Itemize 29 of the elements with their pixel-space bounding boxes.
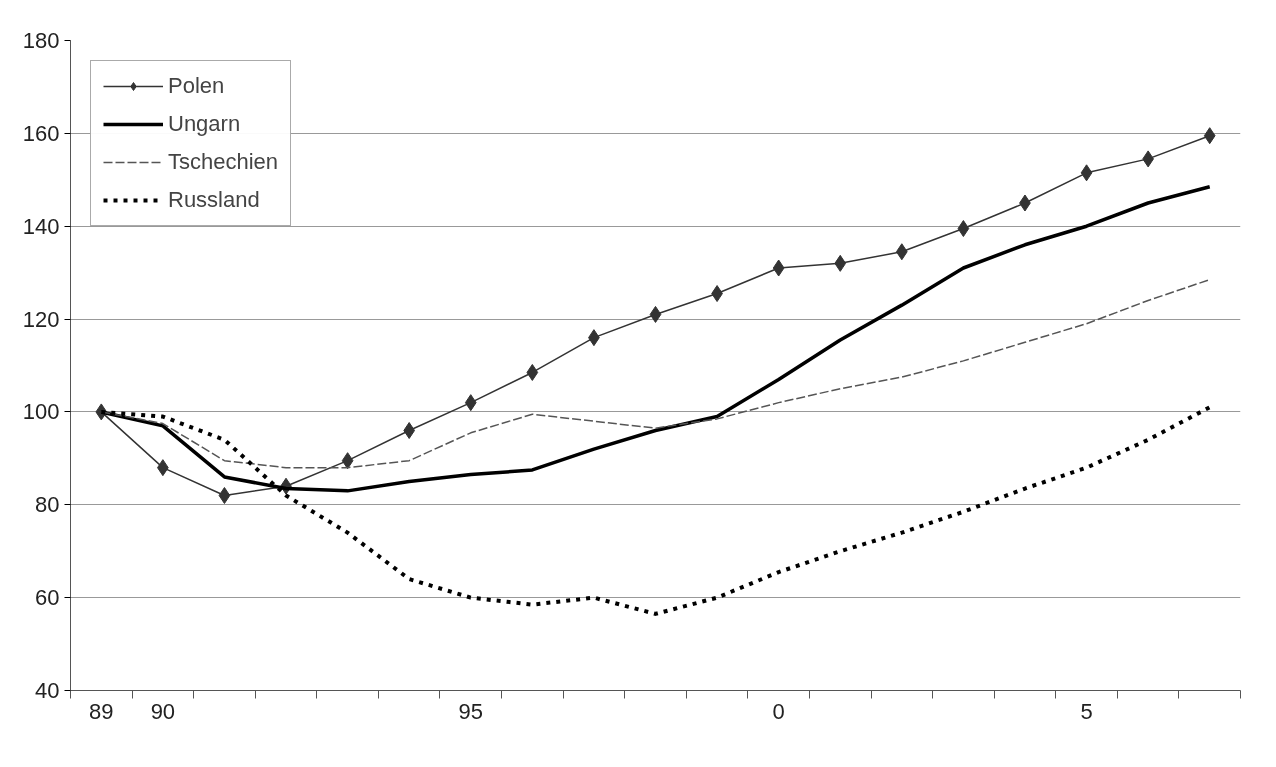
point [649,305,662,323]
x-tick-label: 90 [150,698,176,724]
y-tick-label: 120 [22,306,60,332]
point [1203,127,1216,145]
y-tick-label: 80 [35,492,60,518]
point [1080,164,1093,182]
y-tick-label: 60 [35,585,60,611]
point [957,220,970,238]
y-tick-label: 40 [35,678,60,703]
point [341,452,354,470]
point [464,394,477,412]
y-tick-label: 100 [22,399,60,425]
point [772,259,785,277]
point [526,363,539,381]
legend-label: Ungarn [168,111,241,137]
legend-label: Tschechien [168,149,279,175]
point [895,243,908,261]
y-tick-label: 160 [22,120,60,146]
y-tick-label: 180 [22,28,60,53]
legend-label: Polen [168,73,225,99]
x-tick-label: 95 [458,698,484,724]
point [218,487,231,504]
x-tick-label: 5 [1080,698,1093,724]
x-tick-label: 89 [89,698,114,724]
legend-label: Russland [168,187,260,213]
point [403,422,416,439]
y-tick-label: 140 [22,213,60,239]
point [834,254,847,272]
x-tick-label: 0 [772,698,785,724]
